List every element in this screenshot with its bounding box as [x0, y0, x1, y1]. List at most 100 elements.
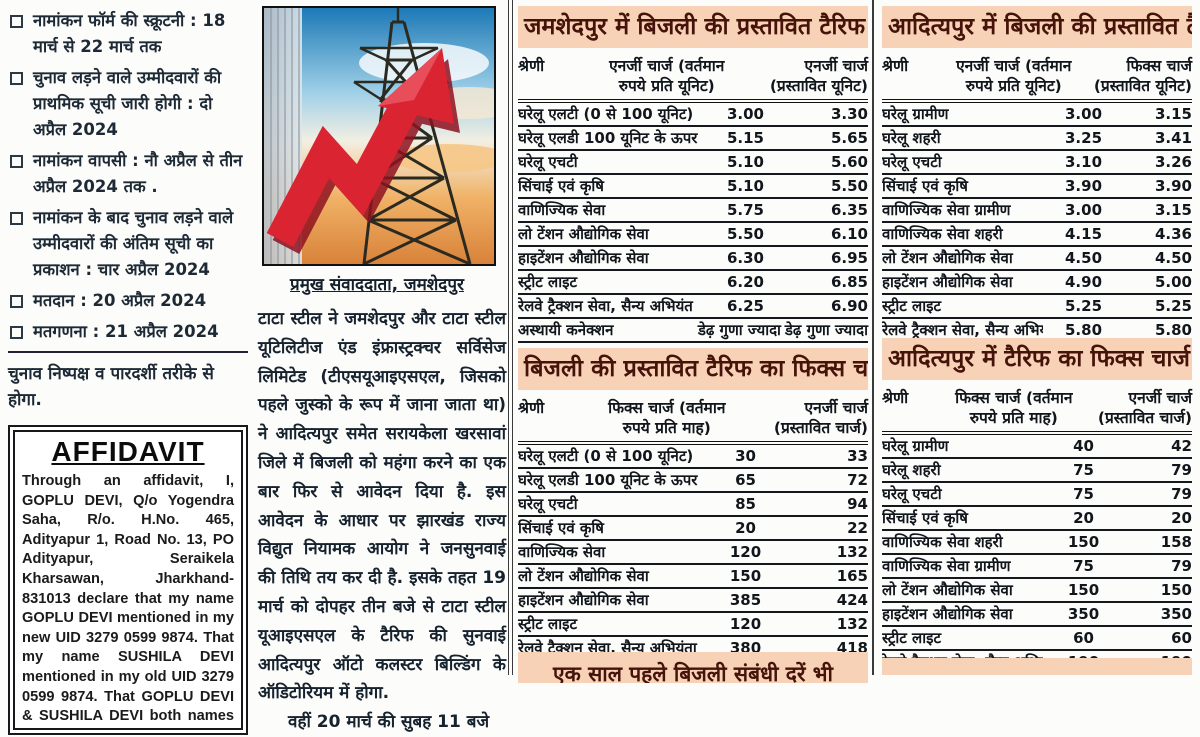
- table-row: हाइटेंशन औद्योगिक सेवा 6.30 6.95: [518, 247, 868, 271]
- table-row: हाइटेंशन औद्योगिक सेवा 385 424: [518, 589, 868, 613]
- article-body: टाटा स्टील ने जमशेदपुर और टाटा स्टील यूट…: [258, 305, 506, 737]
- table-row: वाणिज्यिक सेवा ग्रामीण 75 79: [882, 555, 1192, 579]
- table-row: स्ट्रीट लाइट 120 132: [518, 613, 868, 637]
- square-bullet-icon: [10, 15, 23, 28]
- row-proposed-value: 5.65: [830, 129, 868, 147]
- row-category: घरेलू एचटी: [518, 495, 578, 513]
- row-proposed-value: 6.85: [830, 273, 868, 291]
- list-item-text: चुनाव लड़ने वाले उम्मीदवारों की प्राथमिक…: [33, 68, 222, 139]
- row-current-value: 30: [735, 447, 756, 465]
- row-category: घरेलू एलटी (0 से 100 यूनिट): [518, 447, 694, 465]
- table-row: घरेलू एचटी 85 94: [518, 493, 868, 517]
- row-category: वाणिज्यिक सेवा: [518, 201, 606, 219]
- row-category: सिंचाई एवं कृषि: [518, 519, 604, 537]
- power-tower-illustration: [264, 8, 494, 264]
- affidavit-notice: AFFIDAVIT Through an affidavit, I, GOPLU…: [8, 425, 248, 735]
- table-row: घरेलू ग्रामीण 40 42: [882, 435, 1192, 459]
- row-current-value: 5.10: [726, 153, 764, 171]
- row-current-value: 20: [1073, 509, 1094, 527]
- square-bullet-icon: [10, 326, 23, 339]
- row-proposed-value: 350: [1160, 605, 1192, 623]
- row-category: वाणिज्यिक सेवा ग्रामीण: [882, 557, 1011, 575]
- row-category: हाइटेंशन औद्योगिक सेवा: [518, 591, 649, 609]
- table-row: सिंचाई एवं कृषि 3.90 3.90: [882, 175, 1192, 199]
- table-row: घरेलू एलटी (0 से 100 यूनिट) 3.00 3.30: [518, 103, 868, 127]
- article-column: प्रमुख संवाददाता, जमशेदपुर टाटा स्टील ने…: [258, 0, 506, 737]
- row-proposed-value: 79: [1171, 557, 1192, 575]
- table-row: लो टेंशन औद्योगिक सेवा 4.50 4.50: [882, 247, 1192, 271]
- election-note: चुनाव निष्पक्ष व पारदर्शी तरीके से होगा.: [8, 364, 214, 410]
- row-category: हाइटेंशन औद्योगिक सेवा: [518, 249, 649, 267]
- row-category: लो टेंशन औद्योगिक सेवा: [882, 581, 1013, 599]
- row-category: घरेलू शहरी: [882, 461, 941, 479]
- row-category: वाणिज्यिक सेवा शहरी: [882, 533, 1003, 551]
- row-current-value: 20: [735, 519, 756, 537]
- table-title: आदित्यपुर में बिजली की प्रस्तावित टैरिफ: [882, 6, 1192, 48]
- row-proposed-value: 3.30: [830, 105, 868, 123]
- column-header-category: श्रेणी: [518, 57, 545, 75]
- header-line: फिक्स चार्ज (वर्तमान: [608, 399, 726, 417]
- table-row: घरेलू शहरी 75 79: [882, 459, 1192, 483]
- table-row: सिंचाई एवं कृषि 5.10 5.50: [518, 175, 868, 199]
- row-current-value: 6.30: [726, 249, 764, 267]
- row-proposed-value: 165: [836, 567, 868, 585]
- row-proposed-value: 6.10: [830, 225, 868, 243]
- column-rule-right: [872, 0, 874, 675]
- row-proposed-value: 5.00: [1154, 273, 1192, 291]
- adityapur-fixed-charge-table: आदित्यपुर में टैरिफ का फिक्स चार्ज श्रेणी…: [882, 338, 1192, 675]
- row-current-value: 5.80: [1065, 321, 1103, 339]
- table-header-row: श्रेणी एनर्जी चार्ज (वर्तमान रुपये प्रति य…: [882, 48, 1192, 103]
- row-proposed-value: 158: [1160, 533, 1192, 551]
- list-item: मतदान : 20 अप्रैल 2024: [8, 288, 248, 314]
- table-row: घरेलू शहरी 3.25 3.41: [882, 127, 1192, 151]
- row-current-value: 120: [729, 543, 762, 561]
- row-category: घरेलू एलटी (0 से 100 यूनिट): [518, 105, 694, 123]
- header-line: रुपये प्रति यूनिट): [618, 77, 715, 95]
- row-proposed-value: 6.90: [830, 297, 868, 315]
- row-current-value: 150: [729, 567, 762, 585]
- list-item: चुनाव लड़ने वाले उम्मीदवारों की प्राथमिक…: [8, 65, 248, 143]
- table-row: सिंचाई एवं कृषि 20 20: [882, 507, 1192, 531]
- row-category: रेलवे ट्रैक्शन सेवा, सैन्य अभियंत: [882, 321, 1044, 339]
- row-current-value: 4.90: [1065, 273, 1103, 291]
- header-line: रुपये प्रति माह): [622, 419, 711, 437]
- jamshedpur-energy-tariff-table: जमशेदपुर में बिजली की प्रस्तावित टैरिफ श्…: [518, 6, 868, 343]
- column-header-category: श्रेणी: [882, 389, 909, 407]
- table-row: घरेलू ग्रामीण 3.00 3.15: [882, 103, 1192, 127]
- column-header-proposed: फिक्स चार्ज (प्रस्तावित यूनिट): [1093, 56, 1192, 96]
- list-item: नामांकन के बाद चुनाव लड़ने वाले उम्मीदवा…: [8, 205, 248, 283]
- row-category: सिंचाई एवं कृषि: [882, 177, 968, 195]
- table-row: घरेलू एलडी 100 यूनिट के ऊपर 65 72: [518, 469, 868, 493]
- row-proposed-value: 4.50: [1154, 249, 1192, 267]
- row-current-value: 3.00: [1065, 201, 1103, 219]
- table-row: वाणिज्यिक सेवा ग्रामीण 3.00 3.15: [882, 199, 1192, 223]
- photo-caption: प्रमुख संवाददाता, जमशेदपुर: [290, 275, 464, 295]
- row-proposed-value: 60: [1171, 629, 1192, 647]
- row-category: स्ट्रीट लाइट: [518, 273, 578, 291]
- row-current-value: 5.15: [726, 129, 764, 147]
- row-current-value: 6.25: [726, 297, 764, 315]
- table-row: लो टेंशन औद्योगिक सेवा 5.50 6.10: [518, 223, 868, 247]
- column-rule-left: [508, 0, 513, 675]
- row-category: घरेलू शहरी: [882, 129, 941, 147]
- table-row: वाणिज्यिक सेवा शहरी 4.15 4.36: [882, 223, 1192, 247]
- row-proposed-value: 72: [847, 471, 868, 489]
- table-row: वाणिज्यिक सेवा 120 132: [518, 541, 868, 565]
- table-row: घरेलू एलडी 100 यूनिट के ऊपर 5.15 5.65: [518, 127, 868, 151]
- row-proposed-value: 132: [836, 615, 868, 633]
- header-line: फिक्स चार्ज: [1126, 57, 1192, 75]
- row-proposed-value: 6.35: [830, 201, 868, 219]
- column-header-proposed: एनर्जी चार्ज (प्रस्तावित चार्ज): [1093, 388, 1192, 428]
- table-header-row: श्रेणी फिक्स चार्ज (वर्तमान रुपये प्रति मा…: [518, 390, 868, 445]
- row-category: घरेलू एचटी: [882, 485, 942, 503]
- table-header-row: श्रेणी एनर्जी चार्ज (वर्तमान रुपये प्रति य…: [518, 48, 868, 103]
- list-item: मतगणना : 21 अप्रैल 2024: [8, 319, 248, 345]
- row-category: घरेलू ग्रामीण: [882, 105, 949, 123]
- affidavit-inner-frame: AFFIDAVIT Through an affidavit, I, GOPLU…: [13, 430, 243, 730]
- header-line: फिक्स चार्ज (वर्तमान: [955, 389, 1073, 407]
- column-header-proposed: एनर्जी चार्ज (प्रस्तावित चार्ज): [756, 398, 868, 438]
- list-item-text: मतदान : 20 अप्रैल 2024: [33, 291, 207, 310]
- row-proposed-value: 3.15: [1154, 105, 1192, 123]
- table-row: घरेलू एलटी (0 से 100 यूनिट) 30 33: [518, 445, 868, 469]
- article-lead-word: टाटा: [258, 309, 284, 329]
